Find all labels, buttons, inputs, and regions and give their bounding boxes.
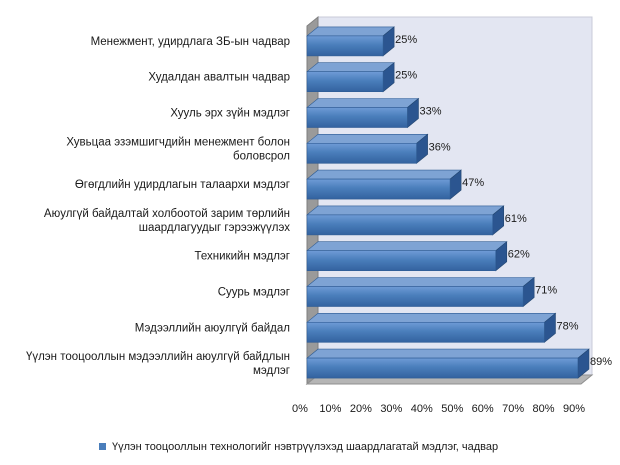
legend-swatch xyxy=(99,443,106,450)
bar-7 xyxy=(306,241,508,272)
bar-top-face xyxy=(306,169,462,180)
bar-front-face xyxy=(306,143,417,164)
bar-top-face xyxy=(306,62,395,72)
bar-8 xyxy=(306,276,535,308)
data-label: 25% xyxy=(395,34,417,46)
bar-front-face xyxy=(306,35,384,57)
bar-front-face xyxy=(306,250,497,271)
data-label: 36% xyxy=(429,141,451,153)
bar-10 xyxy=(306,348,590,379)
category-label: Үүлэн тооцооллын мэдээллийн аюулгүй байд… xyxy=(26,351,290,377)
bar-front-face xyxy=(306,71,384,92)
category-label: Менежмент, удирдлага ЗБ-ын чадвар xyxy=(91,36,290,48)
category-label: Хууль эрх зүйн мэдлэг xyxy=(170,108,290,120)
category-label: Аюулгүй байдалтай холбоотой зарим төрлий… xyxy=(44,208,290,234)
bar-1 xyxy=(306,26,395,57)
category-label: Хувьцаа эзэмшигчдийн менежмент болон боло… xyxy=(66,136,290,162)
tick-label: 10% xyxy=(319,403,341,415)
bar-front-face xyxy=(306,178,451,200)
data-label: 33% xyxy=(419,106,441,118)
bar-9 xyxy=(306,312,557,343)
bar-front-face xyxy=(306,357,579,379)
legend: Үүлэн тооцооллын технологийг нэвтрүүлэхэ… xyxy=(99,441,498,453)
category-label: Техникийн мэдлэг xyxy=(195,251,290,263)
data-label: 78% xyxy=(556,320,578,332)
bar-4 xyxy=(306,133,429,164)
bar-front-face xyxy=(306,214,494,236)
bar-top-face xyxy=(306,134,429,144)
bar-front-face xyxy=(306,286,524,307)
bar-top-face xyxy=(306,241,508,251)
category-label: Худалдан авалтын чадвар xyxy=(148,72,290,84)
tick-label: 90% xyxy=(563,403,585,415)
bar-3 xyxy=(306,97,420,129)
bar-6 xyxy=(306,205,505,236)
bar-top-face xyxy=(306,26,395,37)
tick-label: 50% xyxy=(441,403,463,415)
bar-2 xyxy=(306,62,395,93)
data-label: 47% xyxy=(462,177,484,189)
legend-entry: Үүлэн тооцооллын технологийг нэвтрүүлэхэ… xyxy=(112,441,498,453)
data-label: 61% xyxy=(505,213,527,225)
tick-label: 20% xyxy=(350,403,372,415)
tick-label: 60% xyxy=(472,403,494,415)
data-label: 89% xyxy=(590,356,612,368)
tick-label: 30% xyxy=(380,403,402,415)
data-label: 25% xyxy=(395,70,417,82)
data-label: 71% xyxy=(535,285,557,297)
category-label: Суурь мэдлэг xyxy=(218,287,290,299)
bar-top-face xyxy=(306,205,505,216)
data-label: 62% xyxy=(508,249,530,261)
tick-label: 40% xyxy=(411,403,433,415)
category-label: Өгөгдлийн удирдлагын талаархи мэдлэг xyxy=(75,179,290,191)
tick-label: 80% xyxy=(533,403,555,415)
bar-top-face xyxy=(306,277,535,287)
bar-5 xyxy=(306,169,462,200)
tick-label: 0% xyxy=(292,403,308,415)
bar-top-face xyxy=(306,98,420,108)
category-label: Мэдээллийн аюулгүй байдал xyxy=(135,322,290,334)
bar-top-face xyxy=(306,312,557,323)
bar-front-face xyxy=(306,321,545,343)
tick-label: 70% xyxy=(502,403,524,415)
bar-front-face xyxy=(306,107,408,128)
bar-top-face xyxy=(306,348,590,359)
